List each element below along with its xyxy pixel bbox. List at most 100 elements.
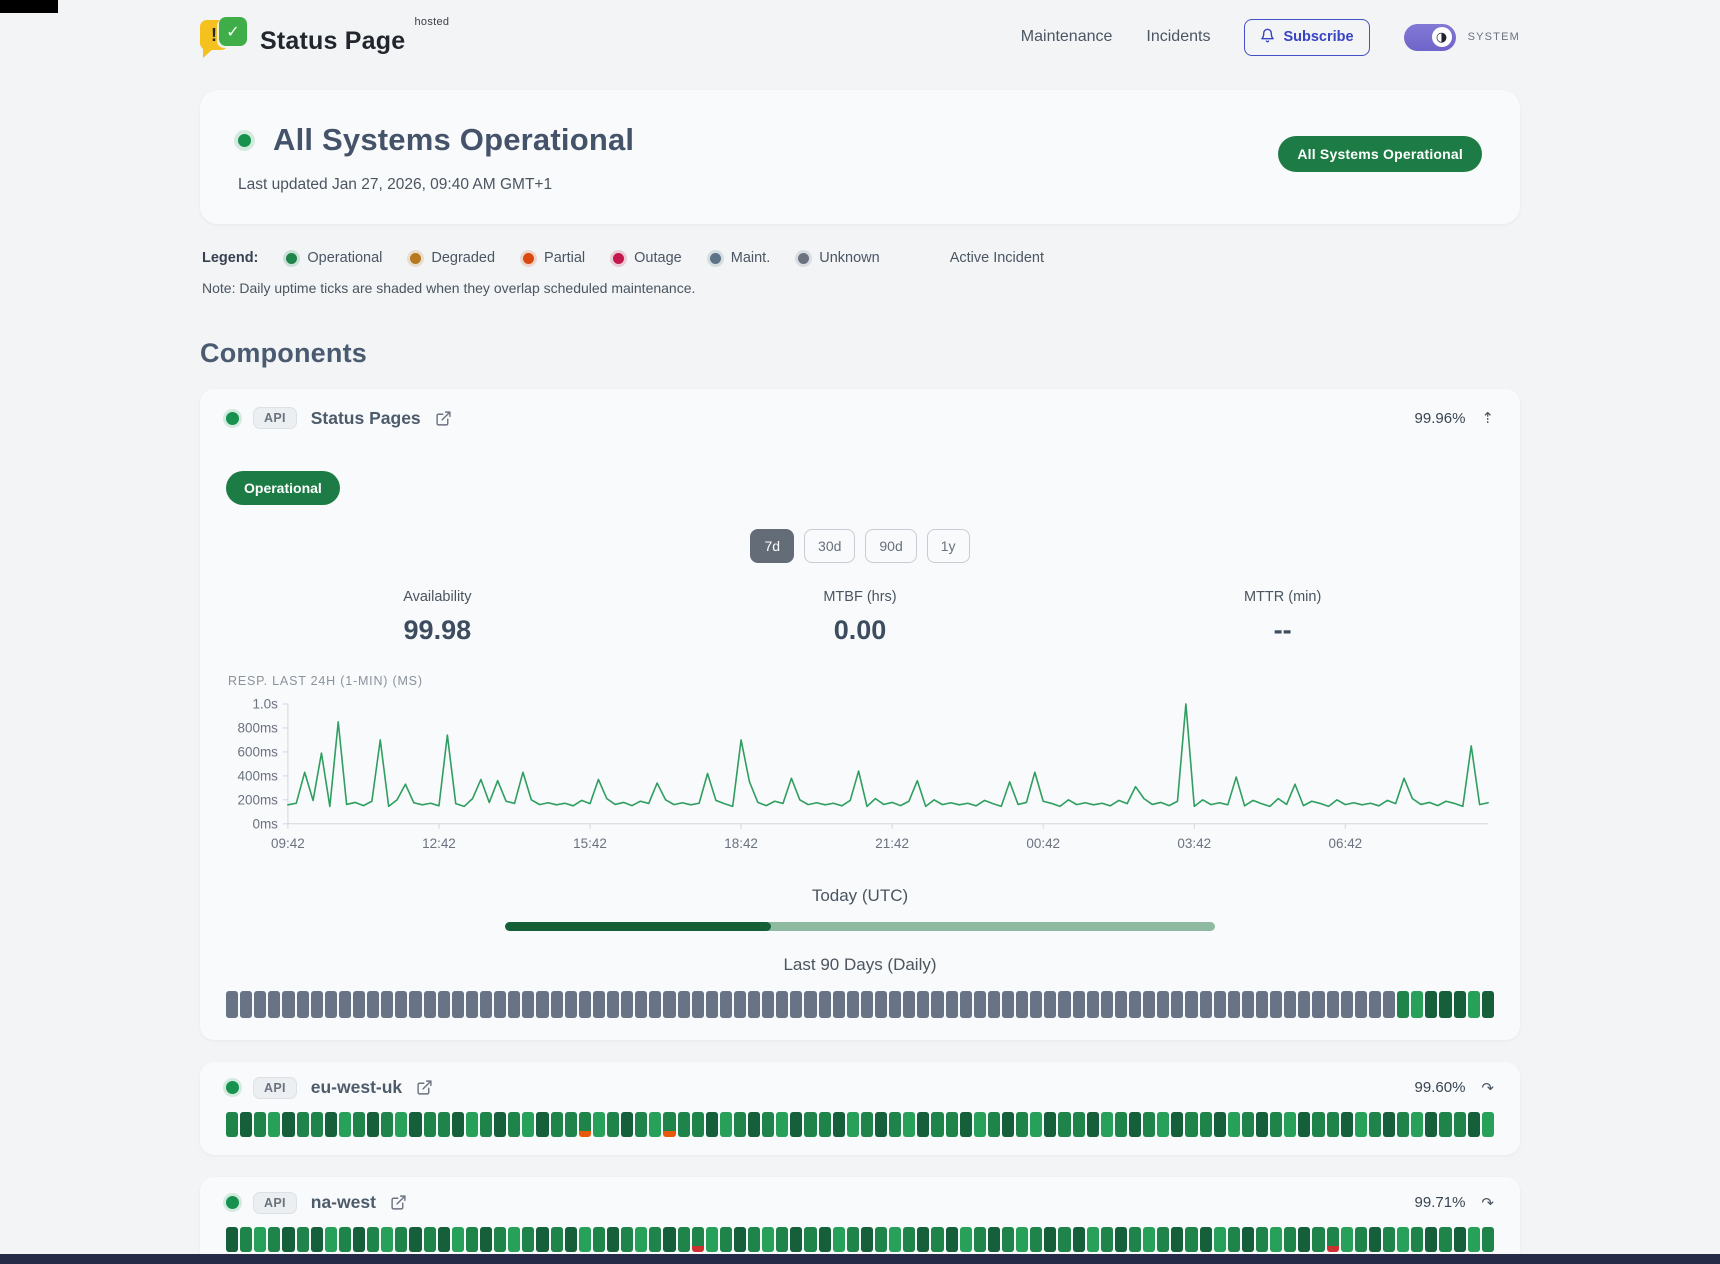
component-uptime-pct: 99.71% xyxy=(1414,1194,1466,1212)
uptime-tick xyxy=(1241,1226,1254,1252)
uptime-tick xyxy=(719,1111,732,1137)
external-link-icon[interactable] xyxy=(390,1194,407,1211)
uptime-tick xyxy=(973,1111,986,1137)
uptime-tick xyxy=(494,990,507,1018)
uptime-tick xyxy=(1284,990,1297,1018)
uptime-tick xyxy=(1270,1111,1283,1137)
subscribe-button[interactable]: Subscribe xyxy=(1244,18,1370,56)
uptime-tick xyxy=(677,1226,690,1252)
uptime-tick xyxy=(522,1226,535,1252)
range-1y-button[interactable]: 1y xyxy=(926,529,970,563)
uptime-tick xyxy=(423,1226,436,1252)
uptime-tick xyxy=(1425,1111,1438,1137)
uptime-tick xyxy=(804,1111,817,1137)
brand-logo[interactable]: ! ✓ Status Page hosted xyxy=(200,16,449,58)
uptime-tick xyxy=(1129,1226,1142,1252)
component-name: eu-west-uk xyxy=(310,1077,403,1098)
uptime-tick xyxy=(987,990,1001,1018)
component-header[interactable]: API eu-west-uk 99.60% ↷ xyxy=(226,1076,1494,1099)
external-link-icon[interactable] xyxy=(435,410,452,427)
uptime-tick-bar xyxy=(226,1226,1494,1252)
component-header[interactable]: API Status Pages 99.96% ⇡ xyxy=(226,407,1494,429)
stats-row: Availability 99.98 MTBF (hrs) 0.00 MTTR … xyxy=(226,589,1494,646)
uptime-tick xyxy=(606,990,620,1018)
today-progress-fill xyxy=(504,921,772,931)
expand-arrow-icon[interactable]: ↷ xyxy=(1481,1078,1494,1097)
uptime-tick xyxy=(1411,990,1424,1018)
top-left-artifact xyxy=(0,0,58,13)
uptime-tick xyxy=(1227,990,1240,1018)
uptime-tick xyxy=(1326,990,1339,1018)
uptime-tick xyxy=(748,1111,761,1137)
uptime-tick xyxy=(860,990,874,1018)
uptime-tick xyxy=(409,1226,422,1252)
uptime-tick xyxy=(719,1226,732,1252)
uptime-tick xyxy=(465,990,478,1018)
legend-note: Note: Daily uptime ticks are shaded when… xyxy=(202,280,696,296)
component-tag: API xyxy=(253,407,297,429)
collapse-arrow-icon[interactable]: ⇡ xyxy=(1481,409,1494,427)
range-7d-button[interactable]: 7d xyxy=(750,529,795,563)
uptime-tick xyxy=(1114,1111,1127,1137)
legend-item-label: Partial xyxy=(544,250,586,266)
uptime-tick xyxy=(324,1226,337,1252)
uptime-tick xyxy=(226,990,239,1018)
uptime-tick xyxy=(1002,1226,1015,1252)
uptime-tick xyxy=(621,1111,634,1137)
uptime-tick xyxy=(1453,1226,1466,1252)
range-90d-button[interactable]: 90d xyxy=(865,529,917,563)
uptime-tick xyxy=(395,990,408,1018)
overall-status-badge: All Systems Operational xyxy=(1278,136,1482,172)
uptime-tick xyxy=(1072,990,1085,1018)
uptime-tick xyxy=(451,990,464,1018)
component-status-badge: Operational xyxy=(226,471,340,505)
uptime-tick xyxy=(465,1226,478,1252)
nav-incidents[interactable]: Incidents xyxy=(1146,28,1211,45)
uptime-tick xyxy=(621,1226,634,1252)
component-card-status-pages: API Status Pages 99.96% ⇡ Operational 7d… xyxy=(200,389,1520,1040)
uptime-tick xyxy=(564,1226,577,1252)
uptime-tick xyxy=(917,990,930,1018)
uptime-tick xyxy=(1157,990,1170,1018)
uptime-tick xyxy=(1044,990,1057,1018)
external-link-icon[interactable] xyxy=(416,1079,433,1096)
uptime-tick xyxy=(395,1111,408,1137)
uptime-tick xyxy=(1340,990,1353,1018)
last-updated-text: Last updated Jan 27, 2026, 09:40 AM GMT+… xyxy=(238,176,553,193)
uptime-tick xyxy=(790,1111,803,1137)
uptime-tick xyxy=(1312,1226,1325,1252)
page-header: ! ✓ Status Page hosted Maintenance Incid… xyxy=(200,0,1520,68)
uptime-tick xyxy=(1425,1226,1438,1252)
brand-superscript: hosted xyxy=(414,16,450,28)
uptime-tick xyxy=(860,1111,874,1137)
uptime-tick xyxy=(903,1111,916,1137)
uptime-tick xyxy=(832,990,845,1018)
uptime-tick xyxy=(1199,990,1212,1018)
component-header[interactable]: API na-west 99.71% ↷ xyxy=(226,1191,1494,1214)
expand-arrow-icon[interactable]: ↷ xyxy=(1481,1193,1494,1212)
uptime-tick xyxy=(479,990,493,1018)
today-progress-bar xyxy=(504,921,1216,931)
uptime-tick xyxy=(959,1111,972,1137)
uptime-tick xyxy=(818,990,831,1018)
uptime-tick xyxy=(423,1111,436,1137)
theme-toggle[interactable]: ◑ xyxy=(1403,23,1456,51)
uptime-tick xyxy=(790,1226,803,1252)
uptime-tick xyxy=(733,1226,747,1252)
chart-canvas: 1.0s 800ms 600ms 400ms 200ms 0ms 09:42 12:42 15:… xyxy=(237,696,1489,851)
component-status-dot xyxy=(226,1081,239,1095)
uptime-tick xyxy=(338,1111,351,1137)
uptime-tick xyxy=(1100,1111,1113,1137)
uptime-tick xyxy=(1298,1111,1311,1137)
uptime-tick xyxy=(254,1111,267,1137)
range-30d-button[interactable]: 30d xyxy=(804,529,856,563)
uptime-tick xyxy=(691,990,704,1018)
uptime-tick xyxy=(522,990,535,1018)
uptime-tick xyxy=(1143,1226,1156,1252)
uptime-tick xyxy=(536,990,549,1018)
uptime-tick xyxy=(1143,1111,1156,1137)
uptime-tick xyxy=(931,990,944,1018)
uptime-tick xyxy=(959,1226,972,1252)
nav-maintenance[interactable]: Maintenance xyxy=(1020,28,1113,45)
uptime-tick xyxy=(1185,990,1198,1018)
